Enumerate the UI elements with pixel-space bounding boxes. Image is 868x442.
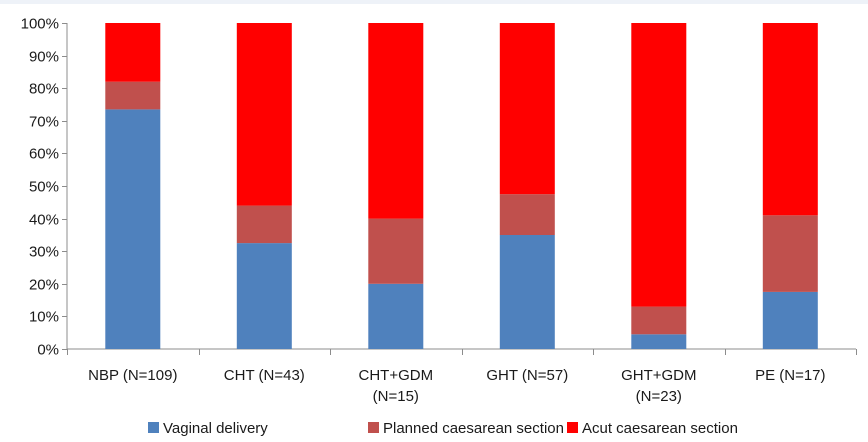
legend-label: Vaginal delivery	[163, 420, 268, 437]
y-tick-label: 20%	[29, 277, 59, 294]
bar-segment-planned-caesarean-section	[105, 81, 161, 110]
x-category-label: (N=15)	[373, 388, 419, 405]
x-category-label: NBP (N=109)	[88, 367, 177, 384]
y-tick-label: 80%	[29, 81, 59, 98]
legend-swatch	[567, 422, 578, 433]
y-tick-label: 30%	[29, 244, 59, 261]
bar-segment-acut-caesarean-section	[631, 23, 687, 307]
bar-segment-vaginal-delivery	[368, 283, 424, 349]
y-tick-label: 70%	[29, 114, 59, 131]
bar-segment-vaginal-delivery	[499, 234, 555, 349]
y-tick-label: 100%	[21, 16, 59, 33]
bar-segment-acut-caesarean-section	[499, 23, 555, 195]
y-tick-label: 50%	[29, 179, 59, 196]
bar-segment-acut-caesarean-section	[368, 23, 424, 219]
x-category-label: CHT+GDM	[359, 367, 434, 384]
bar-segment-vaginal-delivery	[631, 334, 687, 349]
bar-segment-acut-caesarean-section	[236, 23, 292, 206]
x-category-label: PE (N=17)	[755, 367, 825, 384]
bar-segment-planned-caesarean-section	[368, 218, 424, 284]
x-category-label: GHT (N=57)	[486, 367, 568, 384]
bar-segment-planned-caesarean-section	[762, 215, 818, 292]
bar-segment-acut-caesarean-section	[105, 23, 161, 82]
y-tick-label: 60%	[29, 146, 59, 163]
y-tick-label: 0%	[37, 342, 59, 359]
bar-segment-acut-caesarean-section	[762, 23, 818, 216]
bar-segment-vaginal-delivery	[105, 109, 161, 350]
y-tick-label: 40%	[29, 212, 59, 229]
bar-segment-planned-caesarean-section	[631, 306, 687, 335]
x-category-label: GHT+GDM	[621, 367, 696, 384]
bar-segment-vaginal-delivery	[762, 291, 818, 349]
legend-label: Planned caesarean section	[383, 420, 564, 437]
bar-segment-planned-caesarean-section	[236, 205, 292, 244]
legend-label: Acut caesarean section	[582, 420, 738, 437]
legend-swatch	[368, 422, 379, 433]
bar-segment-vaginal-delivery	[236, 243, 292, 349]
y-tick-label: 10%	[29, 309, 59, 326]
legend-swatch	[148, 422, 159, 433]
y-tick-label: 90%	[29, 49, 59, 66]
x-category-label: (N=23)	[636, 388, 682, 405]
bar-segment-planned-caesarean-section	[499, 194, 555, 235]
x-category-label: CHT (N=43)	[224, 367, 305, 384]
top-band	[0, 0, 868, 4]
